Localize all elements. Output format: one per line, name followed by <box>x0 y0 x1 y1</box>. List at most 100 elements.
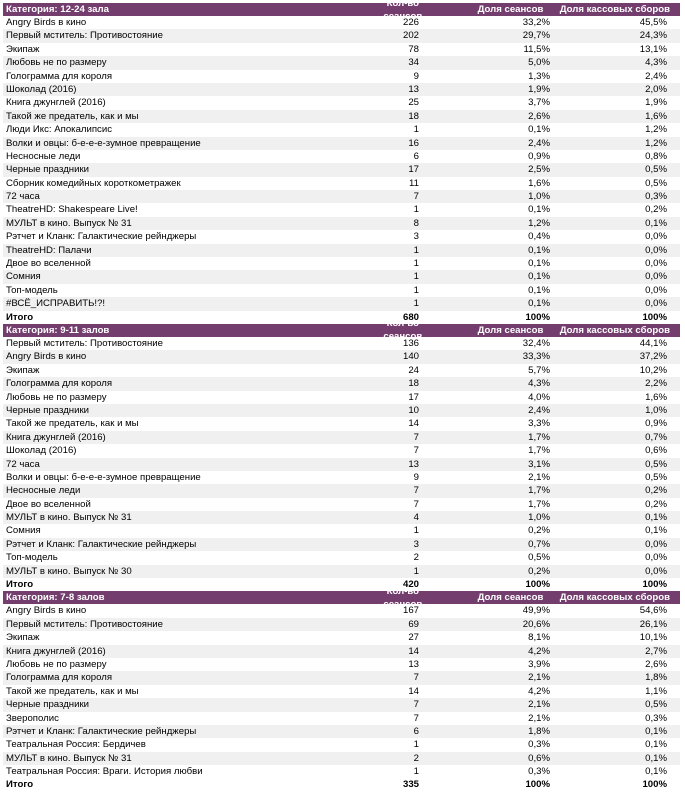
category-section: Категория: 12-24 зала Кол-во сеансов Доля … <box>3 0 680 324</box>
table-row: Несносные леди 7 1,7% 0,2% <box>3 484 680 498</box>
sessions-count: 140 <box>402 351 419 363</box>
sessions-count: 226 <box>402 17 419 28</box>
sessions-count: 1 <box>413 204 419 216</box>
box-office-share: 10,1% <box>639 632 667 644</box>
box-office-share: 0,9% <box>645 418 667 430</box>
box-office-share: 0,2% <box>645 485 667 497</box>
total-box-share: 100% <box>642 311 667 323</box>
box-office-share: 24,3% <box>639 30 667 42</box>
box-office-share: 0,7% <box>645 431 667 443</box>
sessions-count: 1 <box>413 271 419 283</box>
film-title: Зверополис <box>6 712 59 724</box>
box-office-share: 0,5% <box>645 458 667 470</box>
box-office-share: 0,1% <box>645 752 667 764</box>
table-row: 72 часа 13 3,1% 0,5% <box>3 457 680 471</box>
box-office-share: 1,6% <box>645 110 667 122</box>
total-session-share: 100% <box>525 311 550 323</box>
film-title: Театральная Россия: Враги. История любви <box>6 766 203 778</box>
sessions-count: 17 <box>408 391 419 403</box>
box-office-share: 4,3% <box>645 57 667 69</box>
session-share: 1,7% <box>528 498 550 510</box>
table-row: Двое во вселенной 1 0,1% 0,0% <box>3 257 680 270</box>
total-row: Итого 680 100% 100% <box>3 311 680 324</box>
table-row: МУЛЬТ в кино. Выпуск № 31 2 0,6% 0,1% <box>3 751 680 766</box>
film-title: Angry Birds в кино <box>6 351 87 363</box>
film-title: Angry Birds в кино <box>6 17 87 28</box>
sessions-count: 78 <box>408 43 419 55</box>
table-row: Такой же предатель, как и мы 18 2,6% 1,6% <box>3 109 680 124</box>
table-row: МУЛЬТ в кино. Выпуск № 31 4 1,0% 0,1% <box>3 511 680 525</box>
sessions-count: 3 <box>413 538 419 550</box>
session-share: 2,1% <box>528 699 550 711</box>
table-row: Экипаж 78 11,5% 13,1% <box>3 43 680 56</box>
box-office-share: 2,4% <box>645 70 667 82</box>
total-sessions: 335 <box>402 779 419 791</box>
total-row: Итого 420 100% 100% <box>3 578 680 591</box>
box-office-share: 0,0% <box>645 284 667 296</box>
sessions-count: 11 <box>409 177 419 189</box>
table-row: Голограмма для короля 7 2,1% 1,8% <box>3 671 680 685</box>
total-session-share: 100% <box>525 779 550 791</box>
film-title: #ВСЁ_ИСПРАВИТЬ!?! <box>6 298 106 310</box>
sessions-count: 1 <box>413 565 419 577</box>
category-title: Категория: 9-11 залов <box>6 324 110 336</box>
film-title: Книга джунглей (2016) <box>6 97 106 109</box>
film-title: Волки и овцы: б-е-е-е-зумное превращение <box>6 137 201 149</box>
box-office-share: 2,0% <box>645 83 667 95</box>
film-title: Сомния <box>6 271 41 283</box>
session-share: 49,9% <box>522 605 550 617</box>
box-office-share: 1,2% <box>645 124 667 136</box>
box-office-share: 0,8% <box>645 150 667 162</box>
session-share: 33,3% <box>522 351 550 363</box>
box-office-share: 0,0% <box>645 258 667 270</box>
sessions-count: 7 <box>413 431 419 443</box>
film-title: Рэтчет и Кланк: Галактические рейнджеры <box>6 725 197 737</box>
box-office-share: 0,1% <box>645 766 667 778</box>
session-share: 0,1% <box>528 298 550 310</box>
sessions-count: 136 <box>402 337 419 349</box>
session-share: 3,9% <box>528 658 550 670</box>
column-header-session-share: Доля сеансов <box>477 4 544 15</box>
sessions-count: 14 <box>408 418 419 430</box>
sessions-count: 9 <box>413 70 419 82</box>
session-share: 11,5% <box>523 43 551 55</box>
film-title: Люди Икс: Апокалипсис <box>6 124 113 136</box>
session-share: 4,0% <box>528 391 550 403</box>
sessions-count: 167 <box>402 605 419 617</box>
session-share: 0,5% <box>528 552 550 564</box>
film-title: Несносные леди <box>6 150 81 162</box>
box-office-share: 0,1% <box>645 217 667 229</box>
sessions-count: 1 <box>413 258 419 270</box>
sessions-count: 25 <box>408 97 419 109</box>
sessions-count: 1 <box>413 124 419 136</box>
session-share: 1,8% <box>528 725 550 737</box>
box-office-share: 0,1% <box>645 525 667 537</box>
sessions-count: 13 <box>408 458 419 470</box>
column-header-box-share: Доля кассовых сборов <box>559 4 670 15</box>
category-header-row: Категория: 7-8 залов Кол-во сеансов Доля с… <box>3 586 680 610</box>
box-office-share: 1,2% <box>645 137 667 149</box>
film-title: Двое во вселенной <box>6 258 91 270</box>
table-row: МУЛЬТ в кино. Выпуск № 31 8 1,2% 0,1% <box>3 216 680 231</box>
film-title: Голограмма для короля <box>6 672 113 684</box>
sessions-count: 3 <box>413 231 419 243</box>
film-title: Книга джунглей (2016) <box>6 431 106 443</box>
table-row: Такой же предатель, как и мы 14 4,2% 1,1% <box>3 685 680 698</box>
film-title: Топ-модель <box>6 552 58 564</box>
table-row: 72 часа 7 1,0% 0,3% <box>3 190 680 204</box>
table-row: Сборник комедийных короткометражек 11 1,6%… <box>3 177 680 190</box>
film-title: Такой же предатель, как и мы <box>6 418 139 430</box>
column-header-box-share: Доля кассовых сборов <box>559 324 670 336</box>
session-share: 0,1% <box>528 284 550 296</box>
session-share: 3,7% <box>528 97 550 109</box>
table-row: Театральная Россия: Бердичев 1 0,3% 0,1% <box>3 738 680 751</box>
film-title: Экипаж <box>6 632 40 644</box>
table-row: Топ-модель 1 0,1% 0,0% <box>3 284 680 297</box>
box-office-share: 0,1% <box>645 725 667 737</box>
session-share: 2,4% <box>528 404 550 416</box>
film-title: Такой же предатель, как и мы <box>6 685 139 697</box>
table-row: Angry Birds в кино 167 49,9% 54,6% <box>3 604 680 617</box>
film-title: Любовь не по размеру <box>6 658 107 670</box>
box-office-share: 2,2% <box>645 378 667 390</box>
film-title: Театральная Россия: Бердичев <box>6 739 146 751</box>
